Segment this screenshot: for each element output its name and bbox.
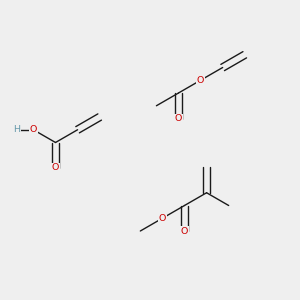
Text: O: O — [159, 214, 166, 223]
Text: O: O — [175, 114, 182, 123]
Text: O: O — [52, 164, 59, 172]
Text: O: O — [30, 125, 37, 134]
Text: O: O — [181, 226, 188, 236]
Text: H: H — [13, 125, 20, 134]
Text: O: O — [197, 76, 204, 85]
